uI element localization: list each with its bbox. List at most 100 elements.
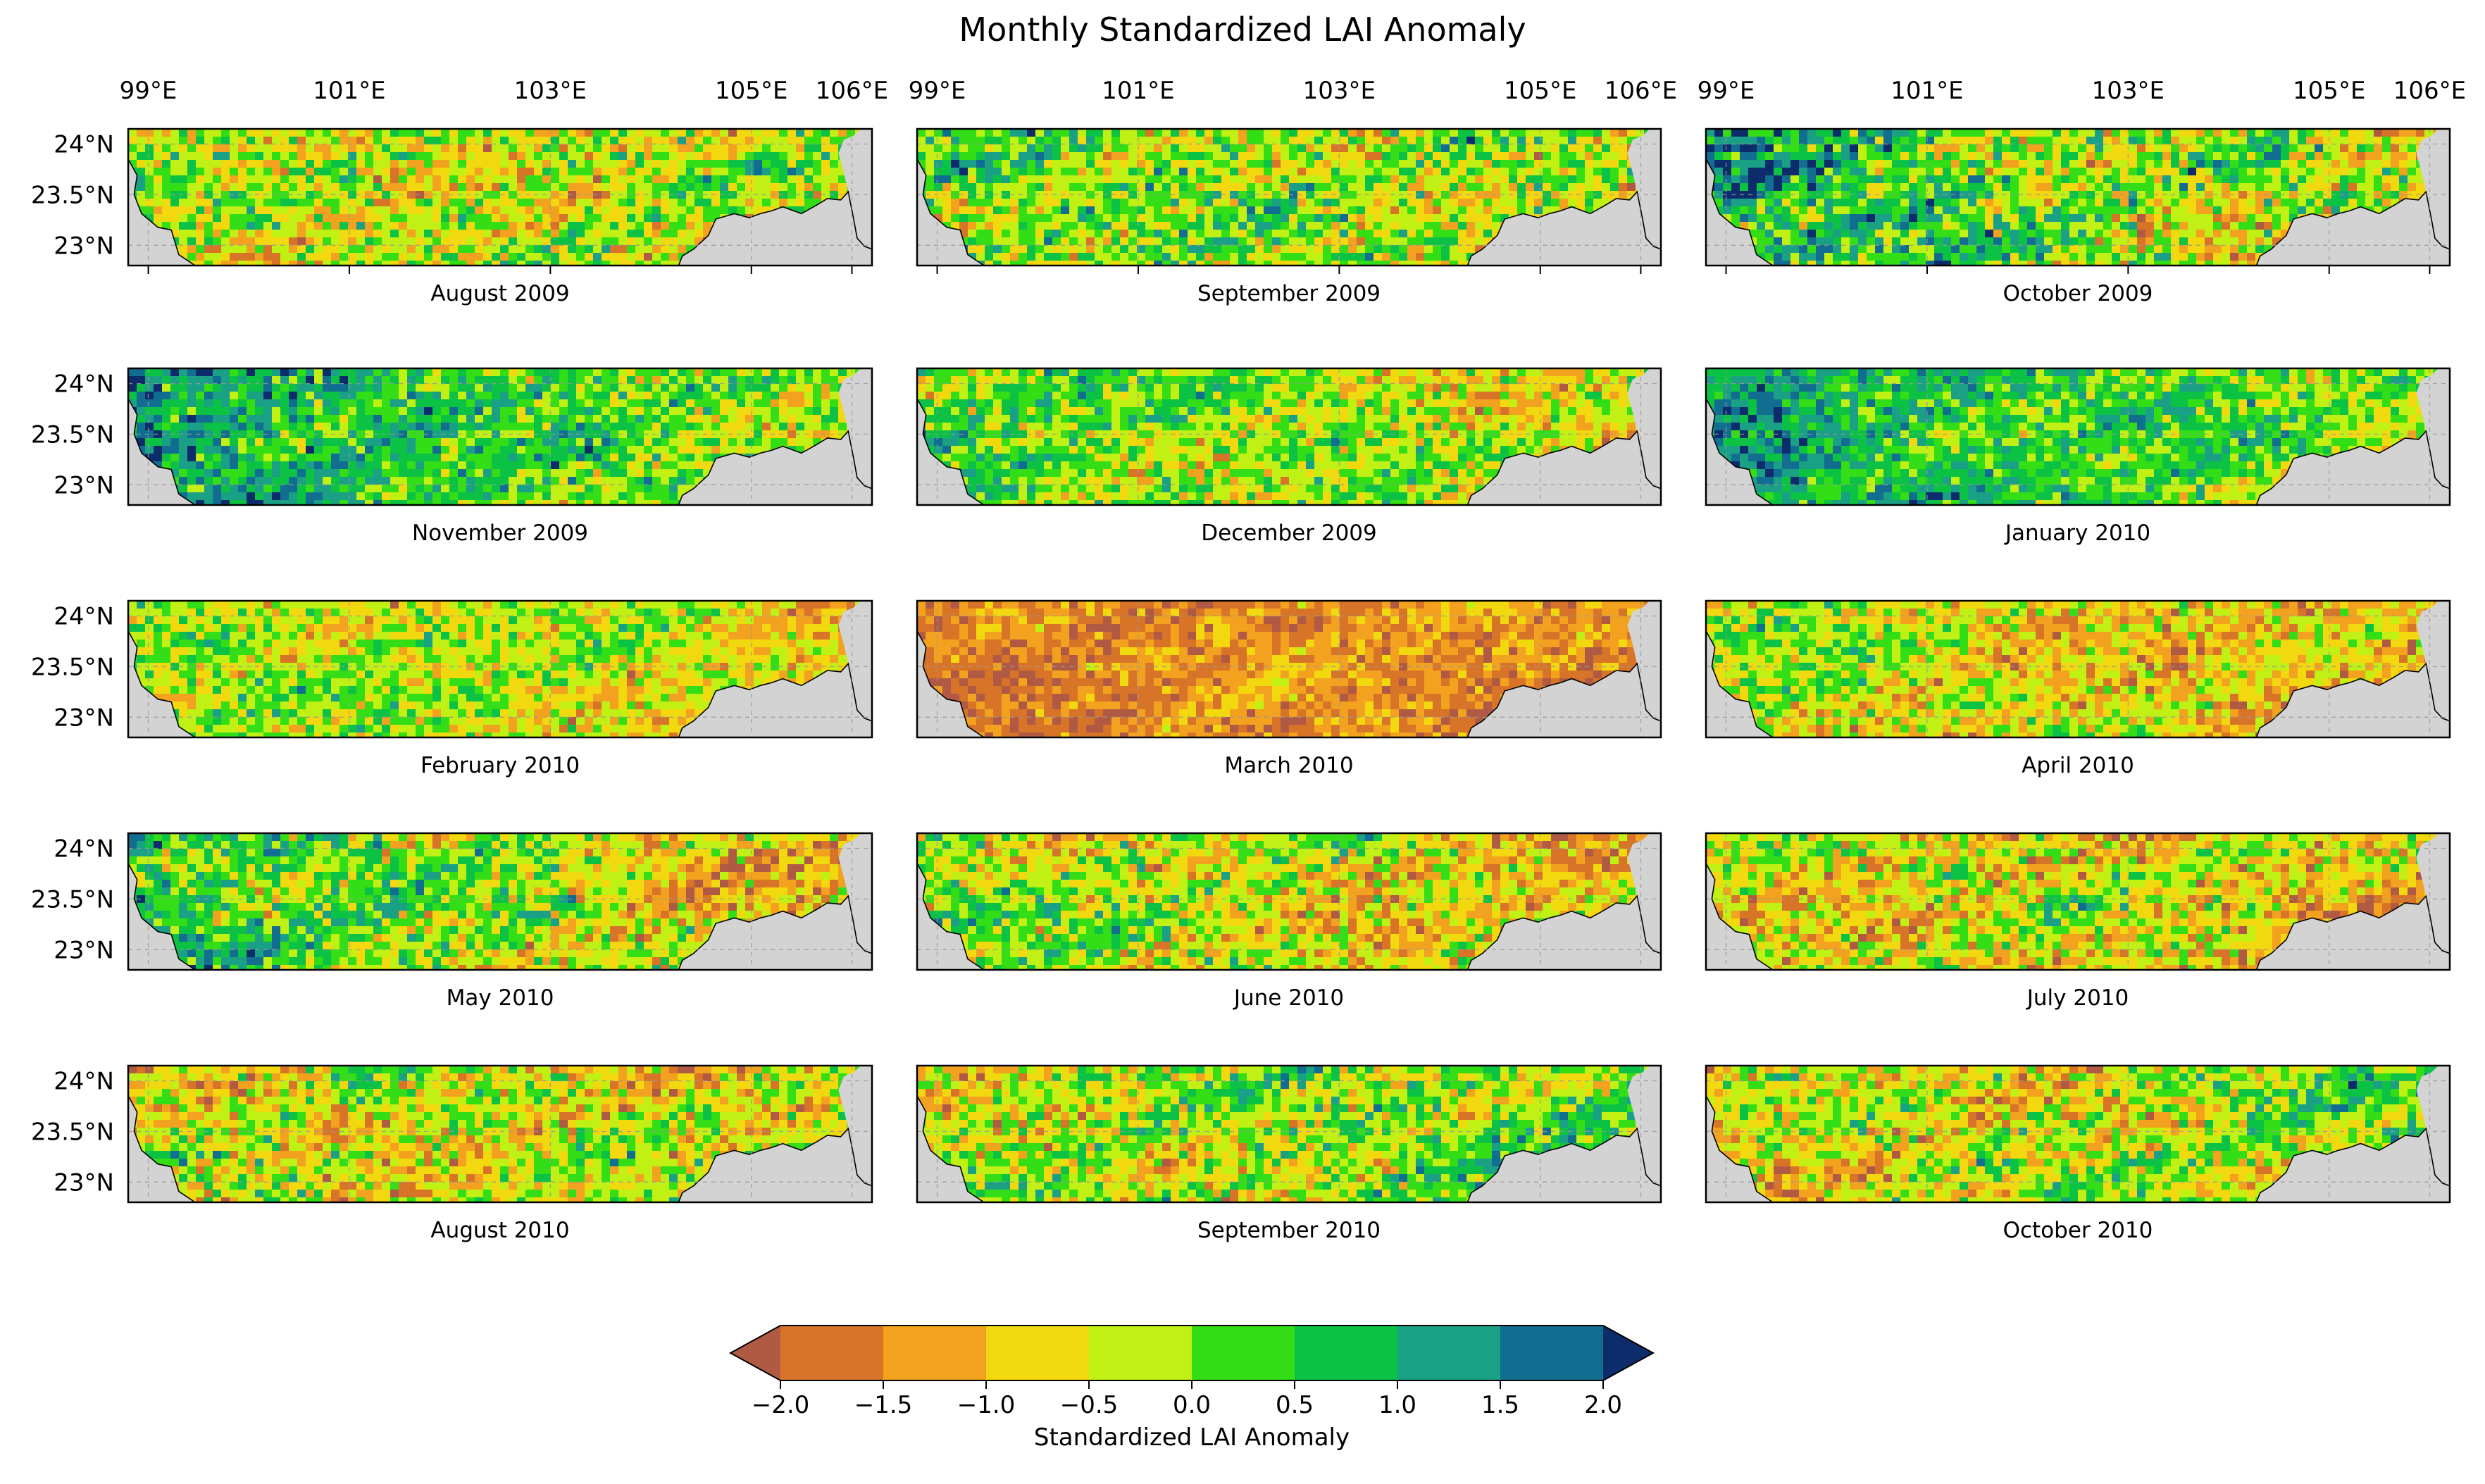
country-border (128, 1095, 196, 1202)
anomaly-cells (1799, 368, 2450, 505)
outside-area (1706, 158, 1773, 266)
panel-frame (1705, 127, 2451, 267)
y-tick-label: 23°N (54, 471, 114, 499)
anomaly-cells (1723, 1066, 2450, 1202)
x-tick-label: 103°E (514, 77, 587, 105)
panel-frame (916, 127, 1662, 267)
colorbar-extend-min (730, 1326, 780, 1380)
x-tick-label: 99°E (909, 77, 966, 105)
panel-label: February 2010 (421, 753, 580, 778)
map-panel: July 2010 (1705, 832, 2451, 1011)
outside-area (128, 1095, 195, 1202)
country-border (1706, 630, 1774, 737)
panel-frame (127, 127, 873, 267)
country-border (678, 662, 872, 737)
y-tick-label: 24°N (54, 1068, 114, 1096)
country-border (2255, 894, 2450, 970)
outside-area (917, 398, 984, 505)
outside-area (2256, 601, 2450, 737)
colorbar-tick-label: 0.5 (1276, 1391, 1314, 1419)
y-tick-label: 23.5°N (31, 653, 114, 681)
x-tick-label: 101°E (313, 77, 385, 105)
anomaly-cells (917, 129, 1636, 266)
x-tick-label: 105°E (715, 77, 787, 105)
y-tick-label: 24°N (54, 835, 114, 863)
x-tick-label: 105°E (1504, 77, 1576, 105)
country-border (128, 398, 196, 505)
panel-label: May 2010 (447, 985, 554, 1011)
y-tick-label: 23°N (54, 704, 114, 732)
country-border (1706, 158, 1774, 266)
outside-area (917, 863, 984, 970)
anomaly-field (917, 1066, 1661, 1202)
outside-area (678, 129, 872, 266)
anomaly-cells (917, 833, 1661, 970)
outside-area (1467, 833, 1661, 970)
anomaly-cells (128, 1066, 872, 1202)
anomaly-cells (926, 368, 1652, 505)
anomaly-cells (1706, 368, 2450, 505)
anomaly-cells (1706, 129, 2441, 266)
country-border (917, 630, 985, 737)
anomaly-cells (917, 129, 1661, 266)
outside-area (678, 368, 872, 505)
panel-frame (916, 367, 1662, 506)
colorbar-tick-label: −2.0 (752, 1391, 810, 1419)
y-tick-label: 23.5°N (31, 1118, 114, 1146)
y-tick-label: 23°N (54, 1168, 114, 1197)
anomaly-cells (1723, 601, 1875, 737)
anomaly-cells (128, 1066, 872, 1202)
outside-area (128, 630, 195, 737)
y-tick-label: 24°N (54, 603, 114, 631)
colorbar-segment (1500, 1326, 1604, 1380)
anomaly-cells (525, 833, 872, 970)
panel-label: July 2010 (2026, 985, 2129, 1011)
anomaly-cells (917, 601, 1652, 737)
anomaly-cells (128, 833, 695, 970)
anomaly-cells (1706, 129, 2424, 266)
panel-label: March 2010 (1224, 753, 1353, 778)
anomaly-cells (917, 368, 1652, 505)
map-panel: March 2010 (916, 599, 1662, 778)
panel-frame (127, 832, 873, 971)
anomaly-cells (128, 601, 872, 737)
y-tick-label: 24°N (54, 131, 114, 159)
x-tick-label: 103°E (2092, 77, 2165, 105)
colorbar-tick-label: 1.0 (1378, 1391, 1416, 1419)
country-border (678, 894, 872, 970)
anomaly-cells (1706, 129, 2450, 266)
anomaly-cells (942, 601, 1661, 737)
outside-area (128, 158, 195, 266)
country-border (1466, 430, 1661, 505)
panel-frame (127, 1064, 873, 1204)
anomaly-cells (926, 1066, 1661, 1202)
country-border (1706, 398, 1774, 505)
x-tick-label: 106°E (816, 77, 888, 105)
x-tick-label: 101°E (1102, 77, 1174, 105)
anomaly-cells (917, 1066, 1610, 1202)
anomaly-cells (1706, 368, 2408, 505)
outside-area (678, 1066, 872, 1202)
anomaly-cells (2348, 1081, 2357, 1089)
outside-area (2256, 368, 2450, 505)
x-tick-label: 103°E (1303, 77, 1376, 105)
panel-frame (1705, 367, 2451, 506)
y-tick-label: 23°N (54, 936, 114, 964)
anomaly-cells (1909, 368, 2450, 505)
outside-area (678, 601, 872, 737)
anomaly-cells (703, 160, 821, 230)
panel-label: January 2010 (2004, 520, 2150, 546)
anomaly-cells (255, 368, 872, 505)
panel-label: April 2010 (2022, 753, 2134, 778)
panel-frame (916, 1064, 1662, 1204)
panel-label: September 2009 (1197, 281, 1381, 306)
outside-area (1706, 1095, 1773, 1202)
country-border (917, 398, 985, 505)
panel-frame (127, 367, 873, 506)
anomaly-cells (1706, 833, 2450, 970)
outside-area (1706, 398, 1773, 505)
outside-area (1467, 368, 1661, 505)
x-tick-label: 106°E (1605, 77, 1677, 105)
panel-frame (127, 599, 873, 739)
